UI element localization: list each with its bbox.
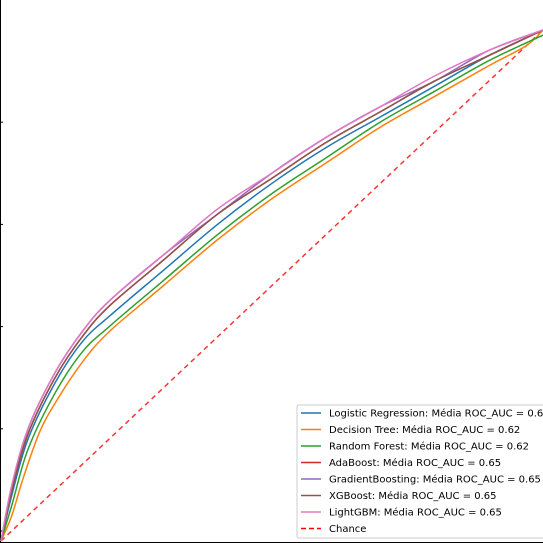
legend-label: Chance bbox=[329, 524, 366, 535]
legend-item-adaboost: AdaBoost: Média ROC_AUC = 0.65 bbox=[301, 457, 501, 469]
series-line-decision-tree bbox=[0, 29, 543, 542]
legend-item-random-forest: Random Forest: Média ROC_AUC = 0.62 bbox=[301, 441, 529, 453]
legend-item-chance: Chance bbox=[301, 524, 366, 535]
legend-label: AdaBoost: Média ROC_AUC = 0.65 bbox=[329, 457, 501, 469]
legend-frame bbox=[296, 404, 543, 539]
legend-item-decision-tree: Decision Tree: Média ROC_AUC = 0.62 bbox=[301, 424, 520, 436]
legend-item-logistic-regression: Logistic Regression: Média ROC_AUC = 0.6 bbox=[301, 408, 543, 420]
legend-label: XGBoost: Média ROC_AUC = 0.65 bbox=[329, 490, 497, 502]
roc-curves bbox=[0, 29, 543, 542]
legend: Logistic Regression: Média ROC_AUC = 0.6… bbox=[296, 404, 543, 539]
legend-item-lightgbm: LightGBM: Média ROC_AUC = 0.65 bbox=[301, 507, 502, 519]
legend-label: LightGBM: Média ROC_AUC = 0.65 bbox=[329, 507, 502, 519]
series-line-lightgbm bbox=[0, 29, 543, 542]
series-line-xgboost bbox=[0, 29, 543, 542]
legend-label: GradientBoosting: Média ROC_AUC = 0.65 bbox=[329, 474, 541, 486]
series-line-logistic-regression bbox=[0, 29, 543, 542]
legend-item-gradientboosting: GradientBoosting: Média ROC_AUC = 0.65 bbox=[301, 474, 541, 486]
series-line-random-forest bbox=[0, 34, 543, 542]
legend-label: Decision Tree: Média ROC_AUC = 0.62 bbox=[329, 424, 520, 436]
legend-item-xgboost: XGBoost: Média ROC_AUC = 0.65 bbox=[301, 490, 497, 502]
legend-label: Random Forest: Média ROC_AUC = 0.62 bbox=[329, 441, 529, 453]
legend-label: Logistic Regression: Média ROC_AUC = 0.6 bbox=[329, 408, 543, 420]
series-line-chance bbox=[0, 29, 543, 542]
axis-ticks bbox=[0, 121, 3, 532]
